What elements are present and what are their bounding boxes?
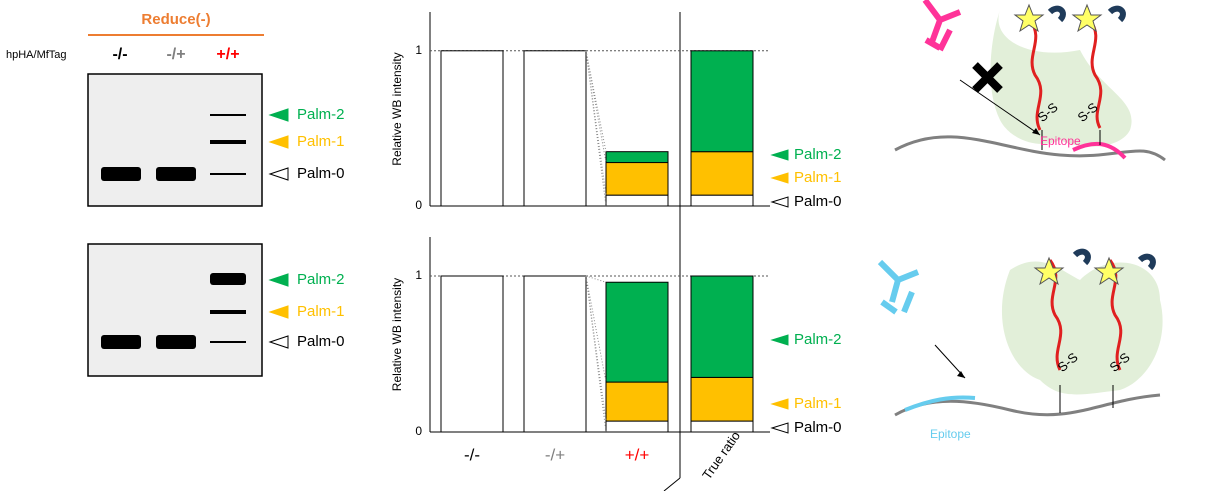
bar-segment [690, 420, 754, 433]
bar-segment [440, 50, 504, 207]
bar-segment [605, 162, 669, 196]
legend-marker [770, 149, 789, 161]
lane-label: -/+ [166, 46, 185, 63]
guide-line [585, 275, 607, 383]
bar-segment [605, 381, 669, 422]
y-tick-label: 0 [415, 198, 422, 212]
epitope-label: Epitope [930, 427, 971, 441]
band-label: Palm-1 [297, 303, 345, 320]
legend-marker [770, 398, 789, 410]
lane-label: -/- [112, 46, 127, 63]
x-tick-label: True ratio [699, 428, 743, 482]
bar-segment [605, 194, 669, 207]
legend-label: Palm-2 [794, 146, 842, 163]
bar-segment [690, 275, 754, 378]
x-tick-label: -/+ [545, 445, 565, 464]
separator [663, 477, 681, 491]
band-label: Palm-0 [297, 333, 345, 350]
label-arrow [268, 108, 289, 122]
legend-label: Palm-1 [794, 395, 842, 412]
guide-line [585, 50, 607, 207]
x-tick-label: -/- [464, 445, 480, 464]
y-axis-label: Relative WB intensity [390, 52, 404, 165]
bar-segment [523, 275, 587, 433]
gel-bands [101, 114, 246, 349]
label-arrow [268, 167, 289, 181]
legend-marker [770, 196, 789, 208]
band-label: Palm-1 [297, 133, 345, 150]
bar-segment [605, 420, 669, 433]
guide-line [585, 275, 607, 433]
epitope-label: Epitope [1040, 134, 1081, 148]
y-tick-label: 1 [415, 268, 422, 282]
gel-header: Reduce(-) [141, 11, 210, 28]
y-tick-label: 0 [415, 424, 422, 438]
band-label: Palm-2 [297, 106, 345, 123]
guide-line [585, 275, 607, 422]
legend-label: Palm-0 [794, 193, 842, 210]
legend-label: Palm-1 [794, 169, 842, 186]
legend-label: Palm-2 [794, 331, 842, 348]
label-arrow [268, 305, 289, 319]
lane-label: +/+ [216, 46, 239, 63]
bar-segment [690, 151, 754, 196]
y-tick-label: 1 [415, 43, 422, 57]
bar-segment [440, 275, 504, 433]
row-label: hpHA/MfTag [6, 49, 67, 61]
bar-segment [690, 50, 754, 153]
bar-segment [690, 194, 754, 207]
bar-segment [523, 50, 587, 207]
guide-line [585, 50, 607, 196]
band-label: Palm-0 [297, 165, 345, 182]
label-arrow [268, 335, 289, 349]
bar-segment [690, 376, 754, 422]
cartoon [877, 0, 1166, 417]
legend-marker [770, 334, 789, 346]
guide-line [585, 50, 607, 163]
bar-segment [605, 151, 669, 164]
label-arrow [268, 135, 289, 149]
label-arrow [268, 273, 289, 287]
guide-line [585, 275, 607, 283]
legend-marker [770, 172, 789, 184]
band-label: Palm-2 [297, 271, 345, 288]
x-tick-label: +/+ [625, 445, 650, 464]
legend-label: Palm-0 [794, 419, 842, 436]
bar-segment [605, 281, 669, 383]
legend-marker [770, 422, 789, 434]
guide-line [585, 50, 607, 152]
y-axis-label: Relative WB intensity [390, 278, 404, 391]
